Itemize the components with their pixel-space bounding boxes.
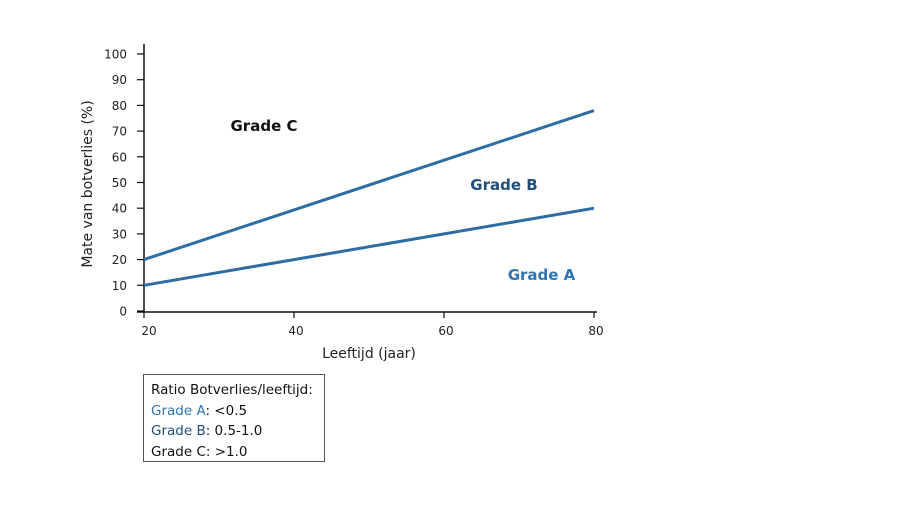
y-tick-label: 60 [112, 150, 127, 164]
legend-value: : 0.5-1.0 [205, 423, 263, 439]
series-line-1 [143, 206, 595, 287]
legend-box: Ratio Botverlies/leeftijd: Grade A: <0.5… [143, 374, 325, 462]
legend-value: : <0.5 [205, 402, 248, 419]
y-tick-label: 10 [112, 279, 127, 293]
y-tick-label: 70 [112, 125, 127, 139]
legend-value: : >1.0 [205, 443, 248, 460]
x-axis-label: Leeftijd (jaar) [322, 346, 416, 362]
legend-label: Grade B [151, 423, 206, 439]
legend-item-grade-b: Grade B: 0.5-1.0 [151, 421, 317, 442]
x-tick-label: 80 [588, 324, 603, 338]
y-axis-label: Mate van botverlies (%) [80, 100, 96, 267]
annotation-grade-b: Grade B [470, 176, 537, 194]
x-tick-label: 40 [288, 324, 303, 338]
y-tick-label: 30 [112, 227, 127, 241]
legend-label: Grade C [151, 443, 206, 460]
x-tick-label: 60 [438, 324, 453, 338]
y-tick-label: 90 [112, 73, 127, 87]
legend-item-grade-c: Grade C: >1.0 [151, 442, 317, 463]
y-tick-label: 100 [104, 48, 127, 62]
x-tick-label: 20 [141, 324, 156, 338]
legend-label: Grade A [151, 402, 206, 419]
y-tick-label: 0 [119, 305, 127, 319]
legend-title: Ratio Botverlies/leeftijd: [151, 382, 313, 398]
annotation-grade-a: Grade A [508, 266, 576, 284]
legend-item-grade-a: Grade A: <0.5 [151, 401, 317, 422]
y-tick-label: 50 [112, 176, 127, 190]
series-line-0 [143, 109, 595, 262]
y-tick-label: 80 [112, 99, 127, 113]
annotation-grade-c: Grade C [231, 117, 298, 135]
y-tick-label: 20 [112, 253, 127, 267]
y-tick-label: 40 [112, 202, 127, 216]
